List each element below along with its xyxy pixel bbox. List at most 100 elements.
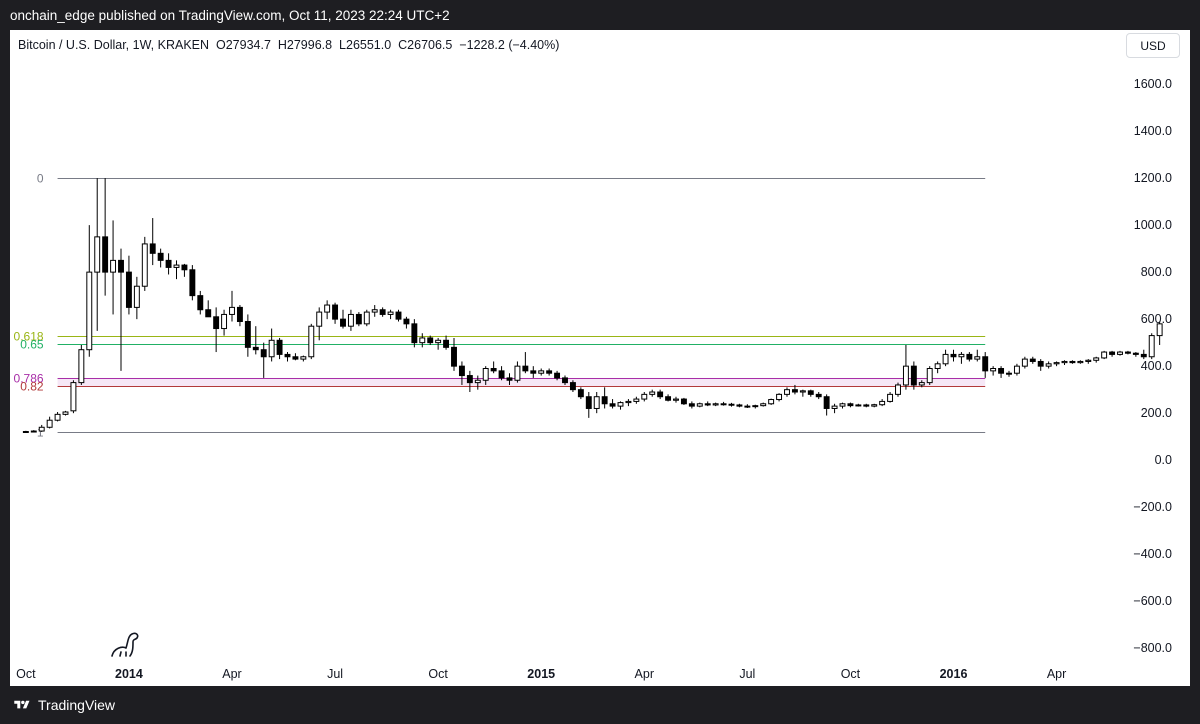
- candle-body-up: [839, 403, 846, 407]
- candle-body-down: [443, 339, 450, 348]
- currency-button[interactable]: USD: [1126, 33, 1180, 58]
- open-value: 27934.7: [225, 38, 271, 52]
- candle: [895, 382, 901, 397]
- candle: [458, 361, 465, 385]
- candle: [633, 396, 640, 404]
- candle: [926, 366, 933, 385]
- candle: [451, 337, 457, 371]
- candle-body-up: [62, 411, 69, 415]
- candle: [990, 366, 997, 376]
- candle-body-down: [554, 372, 561, 379]
- candle-body-up: [435, 339, 442, 344]
- chart-panel[interactable]: 0 0.618 0.65 0.786 0.82 1 −800.0 −600.0 −400.0 −2…: [10, 30, 1190, 686]
- candle: [94, 178, 101, 331]
- low-label: L: [339, 38, 346, 52]
- candle: [213, 307, 220, 353]
- candle: [752, 404, 759, 409]
- candle: [324, 300, 331, 320]
- candle-body-up: [229, 306, 235, 315]
- candle-body-up: [776, 393, 783, 401]
- y-axis-tick-label: 0.0: [1155, 453, 1172, 467]
- candle-body-up: [46, 419, 53, 428]
- candle: [1069, 360, 1076, 364]
- candle: [585, 392, 592, 418]
- candle: [435, 337, 442, 350]
- candle-body-down: [601, 396, 608, 405]
- candle-body-up: [347, 313, 354, 327]
- candle-body-down: [149, 243, 156, 254]
- candle: [395, 309, 402, 322]
- candle-body-down: [522, 365, 529, 372]
- candle: [70, 380, 77, 414]
- candle: [649, 389, 656, 397]
- fib-level-label: 0.618: [14, 330, 44, 344]
- fib-level-label: 1: [37, 426, 44, 440]
- candle: [419, 333, 426, 348]
- candle: [847, 402, 854, 408]
- candle: [704, 401, 711, 407]
- candle: [141, 236, 148, 291]
- candle-body-up: [308, 325, 315, 358]
- candle: [791, 384, 798, 395]
- candle: [300, 355, 307, 362]
- candle: [506, 373, 513, 385]
- candle: [1140, 349, 1147, 360]
- published-info: onchain_edge published on TradingView.co…: [10, 8, 450, 23]
- candle: [244, 314, 251, 357]
- candle: [879, 399, 886, 407]
- y-axis-tick-label: −200.0: [1133, 500, 1172, 514]
- candle-body-up: [419, 337, 426, 344]
- candle-body-down: [728, 403, 735, 406]
- candle: [86, 225, 93, 357]
- candle-body-up: [641, 393, 648, 400]
- tradingview-logo[interactable]: TradingView: [12, 697, 115, 713]
- high-value: 27996.8: [286, 38, 333, 52]
- candle-body-up: [1156, 323, 1163, 337]
- candle-body-up: [54, 413, 61, 421]
- candle-body-down: [213, 316, 220, 330]
- candle-body-up: [649, 391, 656, 395]
- candle-body-up: [768, 399, 775, 405]
- y-axis-tick-label: −600.0: [1133, 594, 1172, 608]
- candle-body-down: [657, 391, 664, 398]
- candle: [569, 380, 576, 393]
- candle-body-up: [300, 356, 307, 360]
- candle: [784, 387, 790, 397]
- open-label: O: [216, 38, 226, 52]
- candle-body-up: [799, 390, 806, 393]
- candle-body-up: [371, 309, 378, 313]
- candle-body-down: [791, 389, 798, 393]
- candle-body-down: [355, 313, 362, 325]
- candle: [1029, 356, 1036, 364]
- candle-body-down: [157, 252, 164, 261]
- candle: [78, 345, 85, 385]
- x-axis-tick-label: Apr: [1047, 667, 1066, 681]
- candle-body-up: [926, 368, 933, 384]
- candle-body-down: [379, 309, 386, 315]
- y-axis-tick-label: −800.0: [1133, 641, 1172, 655]
- candle-body-down: [569, 382, 576, 391]
- candle: [276, 337, 283, 360]
- candle: [474, 375, 481, 390]
- y-axis-tick-label: 400.0: [1141, 359, 1172, 373]
- candle-body-down: [910, 365, 917, 386]
- candle-body-up: [879, 400, 886, 406]
- candle-body-up: [934, 363, 941, 370]
- candle-body-down: [665, 396, 672, 401]
- candle-body-down: [197, 295, 204, 311]
- candle: [427, 335, 434, 345]
- candle-body-up: [1117, 351, 1123, 355]
- candle: [617, 401, 624, 410]
- candle-body-up: [316, 311, 323, 327]
- candle-body-up: [895, 384, 901, 395]
- candle-body-up: [387, 311, 394, 315]
- candle-body-down: [292, 356, 299, 360]
- candle: [1156, 321, 1163, 345]
- candle-body-down: [102, 236, 109, 273]
- candle: [609, 399, 616, 409]
- candle-body-down: [466, 375, 473, 384]
- candle-body-down: [966, 353, 973, 360]
- x-axis-tick-label: Oct: [841, 667, 861, 681]
- candle: [1013, 363, 1020, 376]
